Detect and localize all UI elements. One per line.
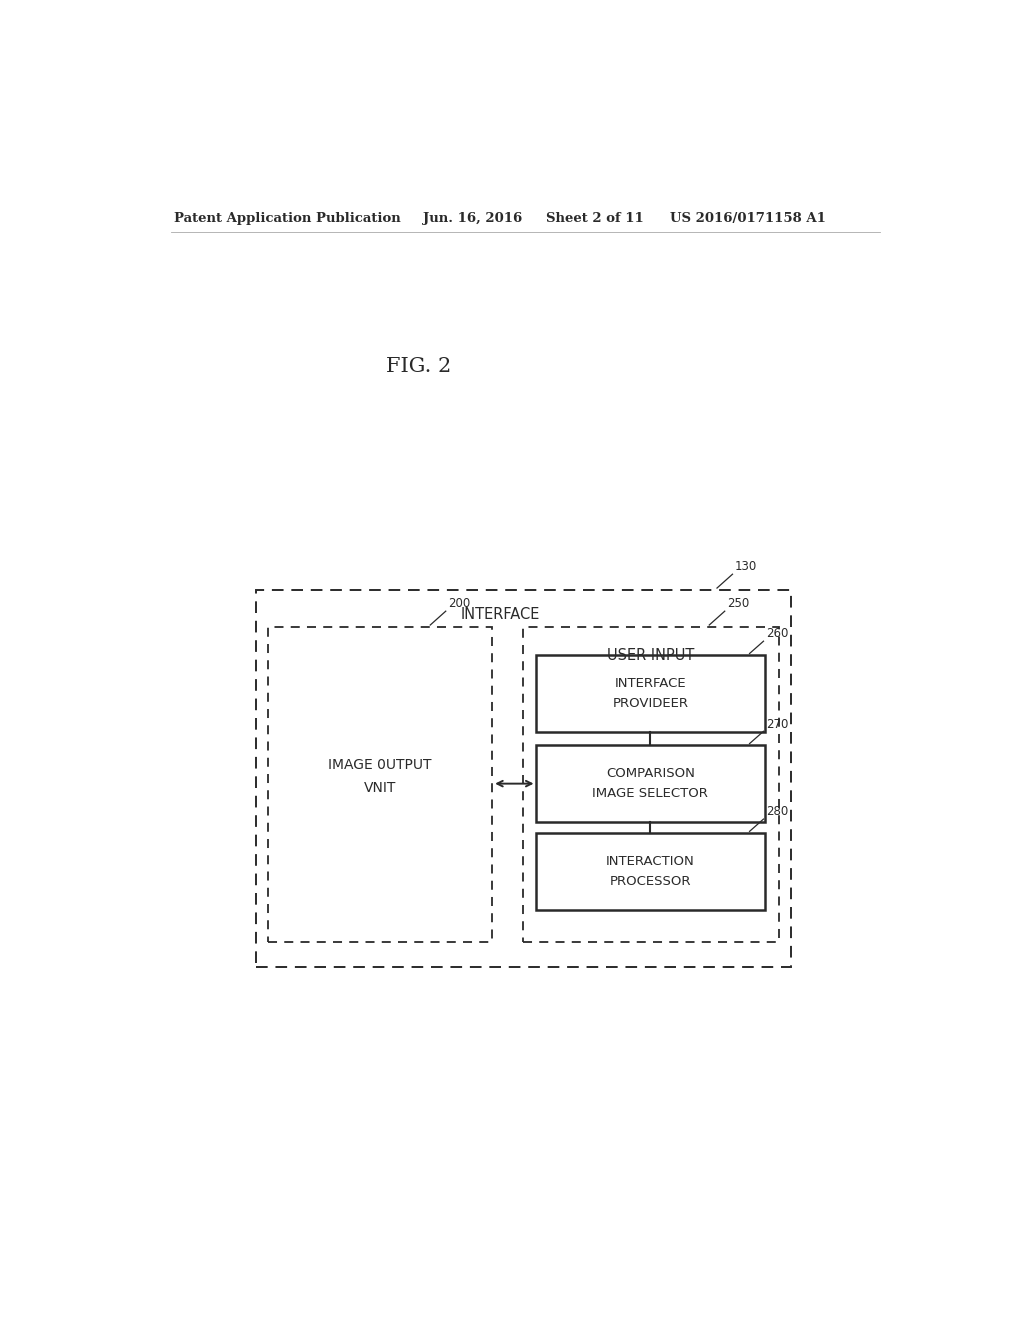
Text: Sheet 2 of 11: Sheet 2 of 11 [547,213,644,224]
Bar [537,833,765,909]
Text: 250: 250 [727,598,750,610]
Text: INTERACTION
PROCESSOR: INTERACTION PROCESSOR [606,855,694,888]
Bar [537,744,765,822]
Text: INTERFACE
PROVIDEER: INTERFACE PROVIDEER [612,677,688,710]
Bar [523,627,779,942]
Text: 280: 280 [766,805,788,818]
Text: 130: 130 [735,561,757,573]
Bar [537,655,765,733]
Text: INTERFACE: INTERFACE [461,607,540,622]
Bar [267,627,493,942]
Text: Patent Application Publication: Patent Application Publication [174,213,401,224]
Text: US 2016/0171158 A1: US 2016/0171158 A1 [671,213,826,224]
Text: IMAGE 0UTPUT
VNIT: IMAGE 0UTPUT VNIT [328,758,432,795]
Text: 200: 200 [449,598,470,610]
Bar [256,590,791,966]
Text: 270: 270 [766,718,788,730]
Text: USER INPUT: USER INPUT [607,648,695,664]
Text: 260: 260 [766,627,788,640]
Text: FIG. 2: FIG. 2 [386,356,452,376]
Text: COMPARISON
IMAGE SELECTOR: COMPARISON IMAGE SELECTOR [593,767,709,800]
Text: Jun. 16, 2016: Jun. 16, 2016 [423,213,522,224]
